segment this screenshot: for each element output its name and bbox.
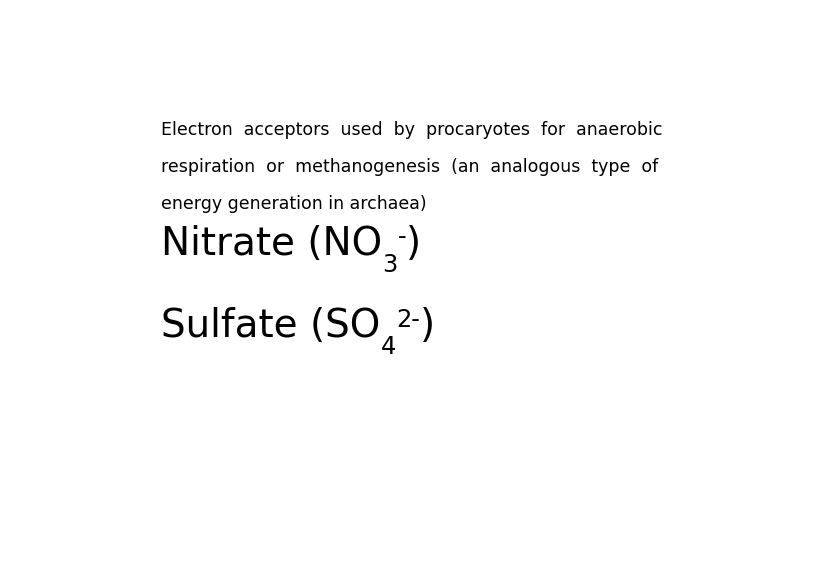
- Text: energy generation in archaea): energy generation in archaea): [161, 195, 427, 213]
- Text: respiration  or  methanogenesis  (an  analogous  type  of: respiration or methanogenesis (an analog…: [161, 158, 658, 176]
- Text: Sulfate (SO: Sulfate (SO: [161, 307, 380, 346]
- Text: -: -: [398, 226, 407, 250]
- Text: 3: 3: [382, 252, 398, 277]
- Text: Electron  acceptors  used  by  procaryotes  for  anaerobic: Electron acceptors used by procaryotes f…: [161, 121, 663, 139]
- Text: Nitrate (NO: Nitrate (NO: [161, 225, 382, 263]
- Text: ): ): [407, 225, 421, 263]
- Text: 4: 4: [380, 335, 396, 358]
- Text: 2-: 2-: [396, 307, 420, 332]
- Text: ): ): [420, 307, 435, 346]
